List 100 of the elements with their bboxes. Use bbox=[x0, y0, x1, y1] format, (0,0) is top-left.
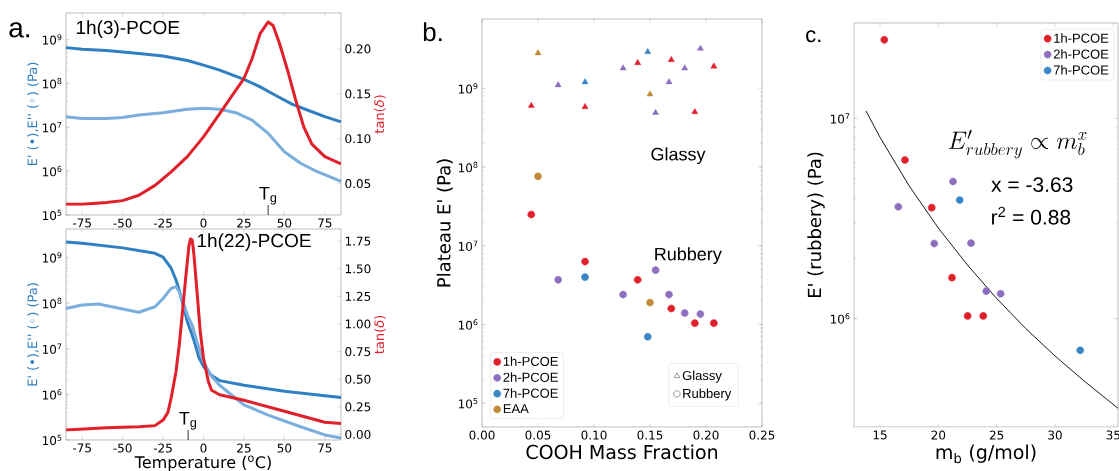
point bbox=[948, 273, 956, 282]
legend-label: 7h-PCOE bbox=[503, 388, 558, 398]
annotation: r$^{2}$ = 0.88 bbox=[992, 206, 1071, 225]
point bbox=[880, 36, 889, 44]
legend-label: 1h-PCOE bbox=[503, 356, 558, 366]
y-tick-label: 10$^{7}$ bbox=[42, 343, 62, 354]
x-tick-label: 0.25 bbox=[749, 430, 775, 440]
y-tick-label: 10$^{6}$ bbox=[830, 313, 850, 324]
y2-tick-label: 0.15 bbox=[345, 89, 371, 99]
x-tick-label: 0.10 bbox=[581, 430, 607, 440]
x-tick-label: -25 bbox=[153, 443, 172, 453]
x-tick-label: 75 bbox=[318, 443, 332, 453]
point bbox=[996, 289, 1005, 298]
point bbox=[691, 108, 699, 115]
y-axis-title: Plateau E' (Pa) bbox=[436, 159, 453, 287]
point bbox=[665, 290, 673, 299]
point bbox=[949, 177, 957, 186]
point bbox=[667, 56, 675, 62]
x-tick-label: 50 bbox=[277, 443, 292, 453]
annotation: Glassy bbox=[682, 370, 722, 383]
annotation: Rubbery bbox=[655, 247, 722, 265]
point bbox=[646, 90, 654, 97]
x-tick-label: 35 bbox=[1106, 430, 1119, 440]
line-series bbox=[865, 110, 1119, 409]
point bbox=[581, 273, 589, 281]
y2-tick-label: 0.50 bbox=[345, 374, 371, 384]
point bbox=[696, 310, 705, 318]
annotation: x = -3.63 bbox=[991, 177, 1073, 193]
x-tick-label: -50 bbox=[113, 218, 132, 228]
point bbox=[691, 319, 699, 327]
y2-tick-label: 0.75 bbox=[345, 347, 371, 357]
y-tick-label: 10$^{8}$ bbox=[42, 78, 62, 89]
x-tick-label: 0.15 bbox=[637, 430, 663, 440]
y-tick-label: 10$^{8}$ bbox=[458, 161, 478, 173]
point bbox=[982, 287, 991, 295]
annotation: 1h(22)-PCOE bbox=[197, 233, 311, 252]
y2-axis-title: tan(δ) bbox=[374, 315, 386, 354]
line-series bbox=[64, 46, 343, 124]
y-tick-label: 10$^{6}$ bbox=[458, 319, 478, 330]
y-tick-label: 10$^{9}$ bbox=[458, 83, 478, 94]
point bbox=[634, 59, 641, 65]
y-tick-label: 10$^{6}$ bbox=[42, 389, 62, 400]
point bbox=[651, 266, 660, 274]
legend-label: 2h-PCOE bbox=[503, 372, 558, 382]
point bbox=[527, 210, 536, 219]
x-tick-label: -75 bbox=[72, 443, 91, 453]
x-tick-label: 25 bbox=[237, 218, 251, 228]
annotation: Glassy bbox=[651, 147, 706, 165]
point bbox=[979, 312, 988, 320]
x-tick-label: 20 bbox=[931, 430, 946, 440]
annotation: T$_{g}$ bbox=[259, 186, 277, 205]
y2-tick-label: 1.75 bbox=[345, 236, 371, 246]
x-tick-label: 25 bbox=[989, 430, 1004, 440]
chart-title: c. bbox=[806, 30, 821, 43]
y-tick-label: 10$^{9}$ bbox=[42, 252, 62, 263]
y2-tick-label: 1.50 bbox=[345, 264, 371, 274]
x-tick-label: -50 bbox=[113, 443, 132, 453]
point bbox=[930, 239, 939, 248]
legend-label: 7h-PCOE bbox=[1053, 65, 1109, 75]
y-tick-label: 10$^{5}$ bbox=[42, 434, 62, 446]
x-axis-title: COOH Mass Fraction bbox=[526, 444, 718, 460]
point bbox=[894, 202, 903, 211]
point bbox=[901, 156, 909, 164]
point bbox=[667, 304, 676, 313]
y-tick-label: 10$^{6}$ bbox=[42, 165, 62, 177]
x-tick-label: 30 bbox=[1048, 430, 1062, 440]
x-axis-title: Temperature ($^{o}$C) bbox=[134, 455, 271, 471]
x-tick-label: 75 bbox=[318, 218, 332, 228]
x-tick-label: 0 bbox=[200, 443, 207, 453]
legend-label: 2h-PCOE bbox=[1053, 49, 1109, 59]
line-series bbox=[64, 106, 343, 183]
point bbox=[633, 276, 642, 284]
y-tick-label: 10$^{5}$ bbox=[458, 398, 478, 409]
point bbox=[619, 64, 627, 71]
x-tick-label: -75 bbox=[72, 218, 91, 228]
x-tick-label: 50 bbox=[277, 218, 292, 228]
x-tick-label: 15 bbox=[873, 430, 887, 440]
point bbox=[646, 298, 654, 307]
legend-label: 1h-PCOE bbox=[1054, 33, 1109, 43]
y2-tick-label: 0.25 bbox=[345, 402, 371, 412]
y2-tick-label: 0.05 bbox=[345, 179, 371, 189]
point bbox=[534, 49, 542, 56]
point bbox=[527, 102, 535, 108]
y-tick-label: 10$^{9}$ bbox=[42, 34, 62, 45]
point bbox=[581, 257, 589, 266]
annotation: $E'_{rubbery} \propto m_b^x$ bbox=[948, 130, 1087, 159]
point bbox=[963, 312, 972, 320]
point bbox=[697, 44, 704, 51]
chart-title: a. bbox=[9, 22, 30, 38]
annotation: T$_{g}$ bbox=[179, 411, 197, 430]
point bbox=[581, 78, 589, 85]
point bbox=[652, 108, 659, 115]
point bbox=[710, 319, 718, 327]
y-tick-label: 10$^{5}$ bbox=[42, 209, 62, 221]
x-axis-title: m$_{b}$ (g/mol) bbox=[936, 444, 1036, 464]
y-axis-title: E' (•),E'' (◦) (Pa) bbox=[27, 62, 39, 166]
x-tick-label: 0.20 bbox=[693, 430, 719, 440]
point bbox=[554, 81, 562, 88]
y2-tick-label: 0.20 bbox=[345, 44, 371, 54]
point bbox=[680, 309, 689, 317]
